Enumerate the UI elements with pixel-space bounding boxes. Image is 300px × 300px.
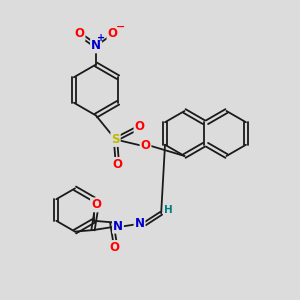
Text: H: H [164,205,173,215]
Text: O: O [91,198,101,212]
Text: O: O [107,27,118,40]
Text: S: S [111,133,120,146]
Text: O: O [112,158,122,171]
Text: O: O [134,120,145,133]
Text: O: O [74,27,85,40]
Text: −: − [116,22,125,32]
Text: N: N [91,39,101,52]
Text: +: + [97,32,106,43]
Text: O: O [140,139,151,152]
Text: N: N [113,220,123,233]
Text: O: O [110,241,120,254]
Text: N: N [135,217,145,230]
